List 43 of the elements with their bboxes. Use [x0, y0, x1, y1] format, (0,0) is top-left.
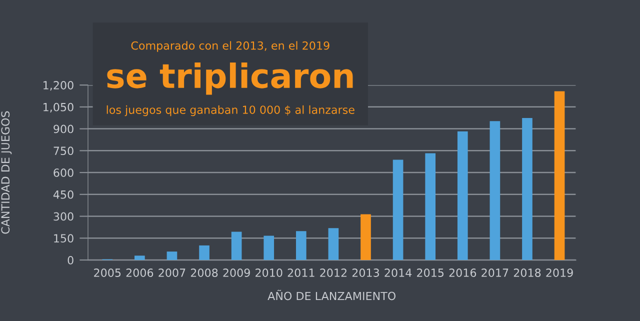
bar: [522, 118, 532, 260]
y-axis-title: CANTIDAD DE JUEGOS: [1, 111, 12, 234]
x-tick-label: 2016: [449, 268, 476, 277]
bar: [264, 236, 274, 260]
x-tick-label: 2014: [384, 268, 412, 277]
bar: [134, 256, 145, 260]
y-tick-label: 1,200: [44, 81, 74, 91]
chart-subtitle: Comparado con el 2013, en el 2019: [131, 41, 330, 52]
x-tick-label: 2007: [158, 268, 186, 277]
x-tick-label: 2012: [320, 268, 346, 277]
x-tick-label: 2006: [126, 268, 154, 277]
y-tick-label: 150: [54, 234, 74, 243]
x-tick-label: 2017: [482, 268, 508, 277]
bar: [296, 231, 306, 260]
y-tick-label: 600: [54, 168, 74, 177]
bar: [328, 228, 339, 260]
x-tick-label: 2019: [546, 268, 573, 277]
y-tick-label: 450: [53, 190, 74, 199]
bar: [199, 245, 210, 260]
bar: [392, 160, 404, 260]
x-tick-label: 2013: [352, 268, 379, 277]
y-tick-label: 300: [54, 212, 74, 221]
bar: [231, 232, 242, 260]
x-tick-label: 2008: [190, 268, 218, 277]
bar: [360, 214, 371, 260]
annotation: los juegos que ganaban 10 000 $ al lanzarse: [106, 105, 354, 116]
x-tick-label: 2018: [514, 268, 541, 277]
bar: [457, 131, 468, 260]
bar: [425, 153, 436, 260]
chart-title: se triplicaron: [107, 62, 353, 95]
y-tick-label: 900: [54, 124, 74, 134]
y-tick-label: 750: [54, 146, 74, 156]
x-tick-label: 2009: [223, 268, 250, 277]
y-tick-label: 1,050: [44, 102, 74, 112]
x-tick-label: 2005: [94, 268, 121, 277]
x-tick-label: 2011: [288, 268, 314, 277]
x-tick-label: 2010: [256, 268, 282, 277]
y-tick-label: 0: [68, 256, 74, 264]
x-tick-label: 2015: [417, 268, 444, 277]
x-axis-title: AÑO DE LANZAMIENTO: [268, 290, 396, 300]
bar: [554, 91, 565, 260]
bar: [490, 121, 500, 260]
bar: [166, 252, 178, 260]
